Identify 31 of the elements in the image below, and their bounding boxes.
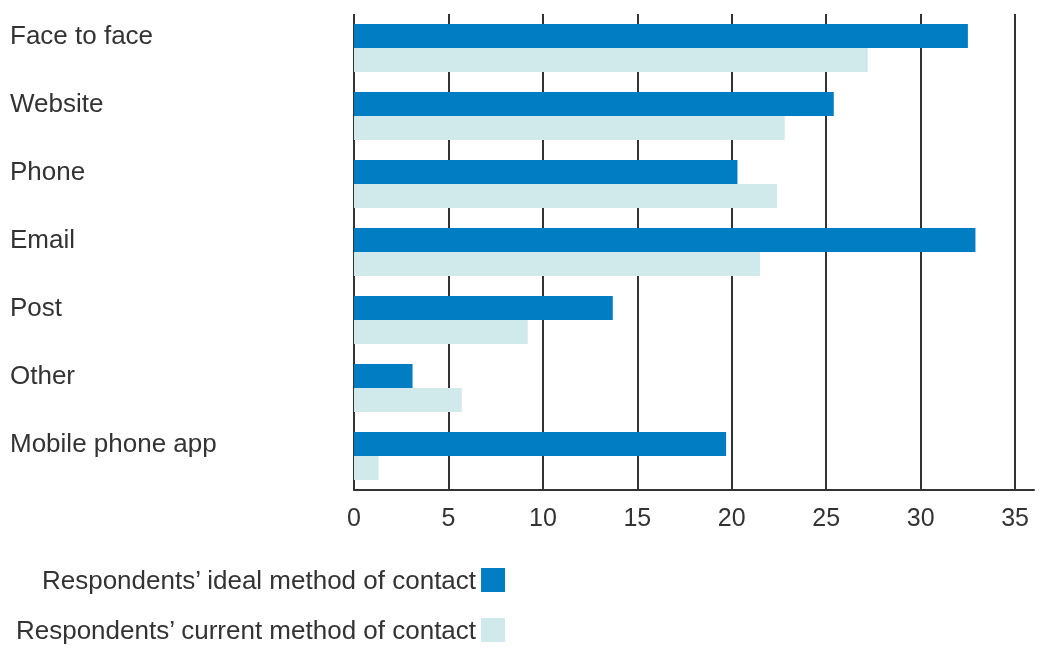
y-tick-label: Post (10, 292, 63, 322)
x-tick-label: 10 (528, 502, 557, 531)
y-tick-label: Email (10, 224, 76, 254)
bar (354, 160, 738, 184)
legend-label: Respondents’ current method of contact (15, 615, 477, 645)
bar (354, 252, 761, 276)
y-tick-label: Face to face (10, 20, 154, 50)
bar (354, 184, 778, 208)
x-tick-label: 30 (906, 502, 935, 531)
y-tick-label: Phone (10, 156, 86, 186)
x-tick-label: 25 (812, 502, 841, 531)
x-tick-label: 5 (441, 502, 456, 531)
x-tick-label: 15 (623, 502, 652, 531)
bar (354, 364, 413, 388)
legend-label: Respondents’ ideal method of contact (41, 565, 477, 595)
bar (354, 24, 968, 48)
y-tick-label: Other (10, 360, 76, 390)
y-tick-label: Website (10, 88, 104, 118)
y-tick-label: Mobile phone app (10, 428, 217, 458)
bar (354, 116, 785, 140)
bar (354, 432, 727, 456)
x-tick-label: 35 (1001, 502, 1030, 531)
bar (354, 92, 834, 116)
x-tick-label: 0 (347, 502, 361, 531)
x-tick-label: 20 (717, 502, 746, 531)
bar (354, 48, 868, 72)
bar (354, 320, 528, 344)
bar (354, 388, 462, 412)
bar (354, 456, 379, 480)
bar (354, 228, 976, 252)
bar (354, 296, 613, 320)
